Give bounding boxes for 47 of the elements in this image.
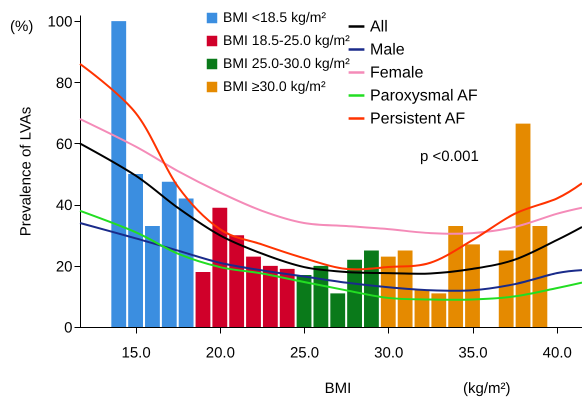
legend-label: Male (370, 42, 405, 58)
bar (262, 266, 278, 327)
x-tick-label: 20.0 (206, 344, 235, 362)
bar (498, 250, 514, 327)
bar (465, 244, 480, 327)
bar (296, 275, 312, 327)
legend-label: All (370, 18, 388, 36)
x-tick-label: 40.0 (542, 344, 572, 362)
bar (196, 272, 210, 327)
x-tick-label: 15.0 (121, 344, 151, 362)
legend-label: Paroxysmal AF (370, 88, 478, 104)
bar (330, 293, 346, 327)
bar (448, 226, 464, 327)
legend-label: BMI 18.5-25.0 kg/m² (223, 32, 350, 48)
bar (162, 182, 177, 327)
bar (516, 124, 530, 327)
bar (212, 208, 228, 327)
x-axis-title: BMI (324, 380, 352, 397)
legend-label: BMI ≥30.0 kg/m² (223, 78, 326, 94)
bar (246, 256, 261, 327)
bar (280, 268, 295, 327)
legend-label: BMI 25.0-30.0 kg/m² (223, 55, 350, 71)
bar (178, 198, 194, 327)
legend-label: Female (370, 64, 424, 82)
y-axis-title: Prevalence of LVAs (17, 106, 34, 236)
y-tick-label: 0 (64, 320, 72, 336)
legend-label: Persistent AF (370, 110, 466, 128)
text: (%) (10, 18, 34, 35)
bar (128, 174, 144, 327)
x-tick-label: 25.0 (290, 344, 320, 362)
line-series (79, 222, 582, 292)
legend-label: BMI <18.5 kg/m² (223, 9, 326, 25)
bar (431, 293, 446, 327)
y-tick-label: 20 (56, 258, 72, 276)
bar (414, 290, 430, 327)
y-tick-label: 60 (56, 136, 72, 153)
x-tick-label: 35.0 (458, 344, 488, 362)
annotation: p <0.001 (420, 148, 479, 165)
y-tick-label: 40 (56, 197, 72, 214)
y-tick-label: 80 (56, 74, 72, 92)
x-tick-label: 30.0 (374, 344, 404, 362)
bar (532, 226, 548, 327)
line-series (79, 210, 582, 301)
bar (111, 21, 126, 327)
y-tick-label: 100 (47, 14, 72, 31)
text: (kg/m²) (463, 380, 510, 397)
bar (145, 226, 160, 327)
